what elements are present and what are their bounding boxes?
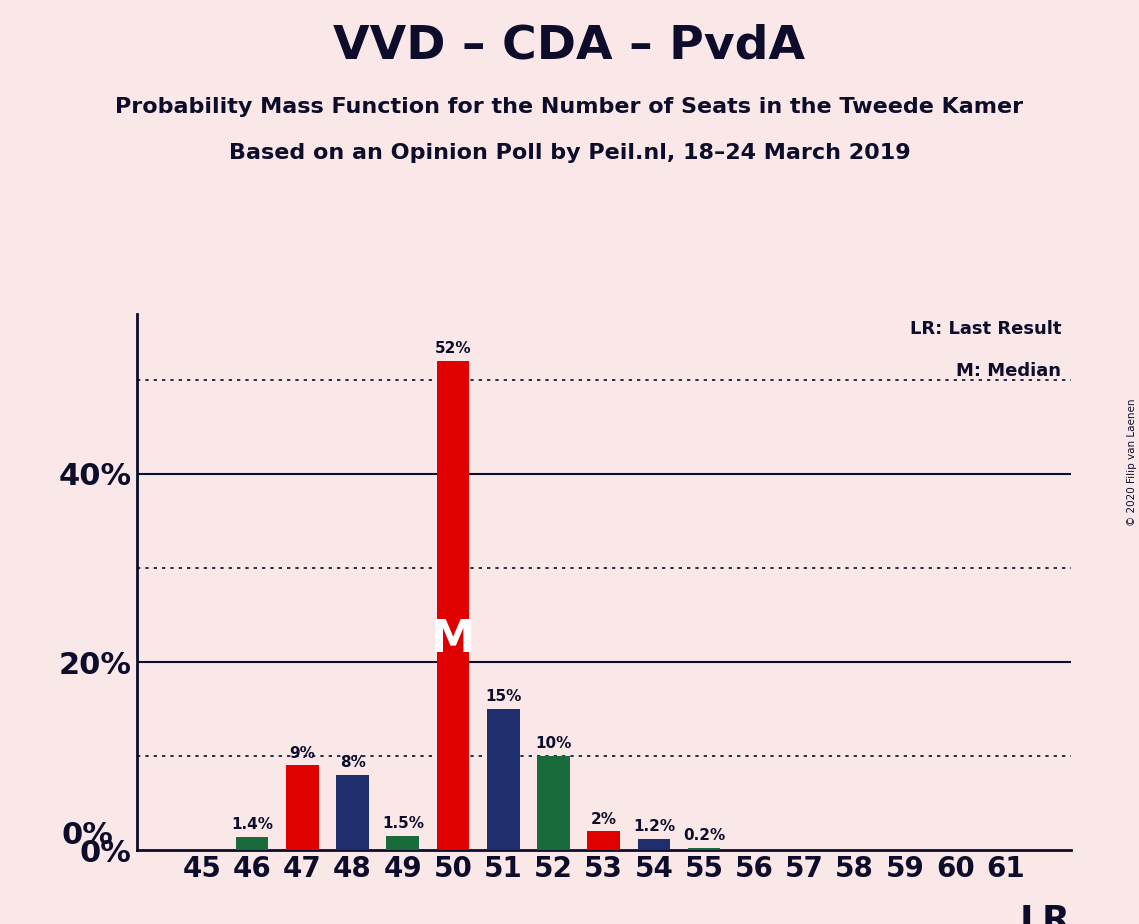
Text: LR: Last Result: LR: Last Result — [910, 320, 1062, 337]
Text: 9%: 9% — [289, 746, 316, 760]
Text: VVD – CDA – PvdA: VVD – CDA – PvdA — [334, 23, 805, 68]
Text: Based on an Opinion Poll by Peil.nl, 18–24 March 2019: Based on an Opinion Poll by Peil.nl, 18–… — [229, 143, 910, 164]
Bar — [286, 765, 319, 850]
Text: M: M — [431, 618, 475, 662]
Text: Probability Mass Function for the Number of Seats in the Tweede Kamer: Probability Mass Function for the Number… — [115, 97, 1024, 117]
Bar — [588, 832, 620, 850]
Text: 1.5%: 1.5% — [382, 816, 424, 832]
Bar — [638, 839, 670, 850]
Text: 10%: 10% — [535, 736, 572, 751]
Text: 0.2%: 0.2% — [683, 829, 726, 844]
Bar — [336, 775, 369, 850]
Bar — [386, 836, 419, 850]
Bar — [236, 837, 269, 850]
Text: 1.4%: 1.4% — [231, 817, 273, 833]
Bar — [436, 361, 469, 850]
Text: 0%: 0% — [62, 821, 114, 850]
Text: © 2020 Filip van Laenen: © 2020 Filip van Laenen — [1126, 398, 1137, 526]
Text: 2%: 2% — [591, 811, 616, 827]
Bar — [538, 756, 570, 850]
Text: 1.2%: 1.2% — [633, 819, 675, 834]
Bar — [688, 848, 720, 850]
Text: 52%: 52% — [435, 342, 472, 357]
Text: 8%: 8% — [339, 755, 366, 771]
Text: LR: LR — [1019, 904, 1071, 924]
Text: 15%: 15% — [485, 689, 522, 704]
Bar — [487, 709, 519, 850]
Text: M: Median: M: Median — [957, 362, 1062, 381]
